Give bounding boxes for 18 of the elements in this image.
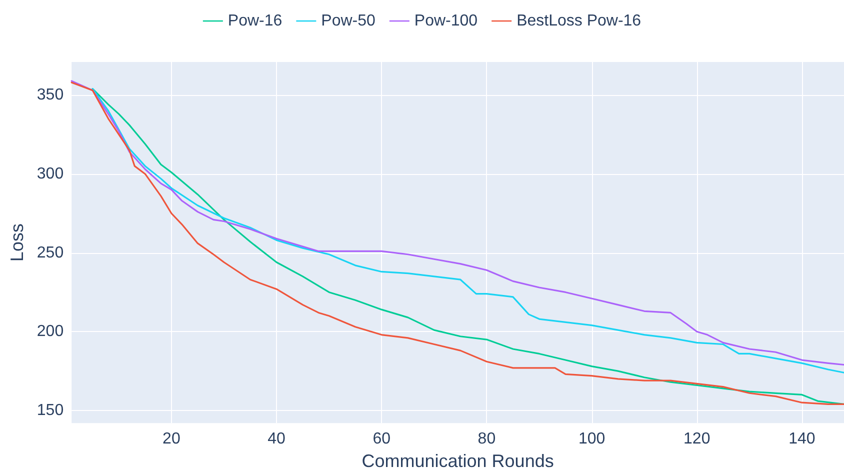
legend-label: BestLoss Pow-16 <box>516 12 642 30</box>
legend-label: Pow-16 <box>228 12 282 30</box>
x-tick-label: 40 <box>268 430 286 448</box>
y-tick-label: 150 <box>36 402 64 419</box>
x-tick-label: 100 <box>578 430 606 448</box>
x-tick-label: 120 <box>684 430 710 448</box>
y-tick-label: 300 <box>36 165 64 182</box>
x-tick-label: 60 <box>372 430 391 448</box>
legend-label: Pow-50 <box>321 12 376 30</box>
x-tick-label: 80 <box>478 430 496 448</box>
y-axis-title: Loss <box>7 224 27 262</box>
y-tick-label: 250 <box>36 244 64 262</box>
y-tick-label: 350 <box>36 86 64 104</box>
x-axis-title: Communication Rounds <box>362 451 554 471</box>
x-tick-label: 140 <box>788 430 816 448</box>
x-tick-label: 20 <box>162 430 180 448</box>
y-tick-label: 200 <box>36 323 64 340</box>
legend-label: Pow-100 <box>414 12 478 30</box>
